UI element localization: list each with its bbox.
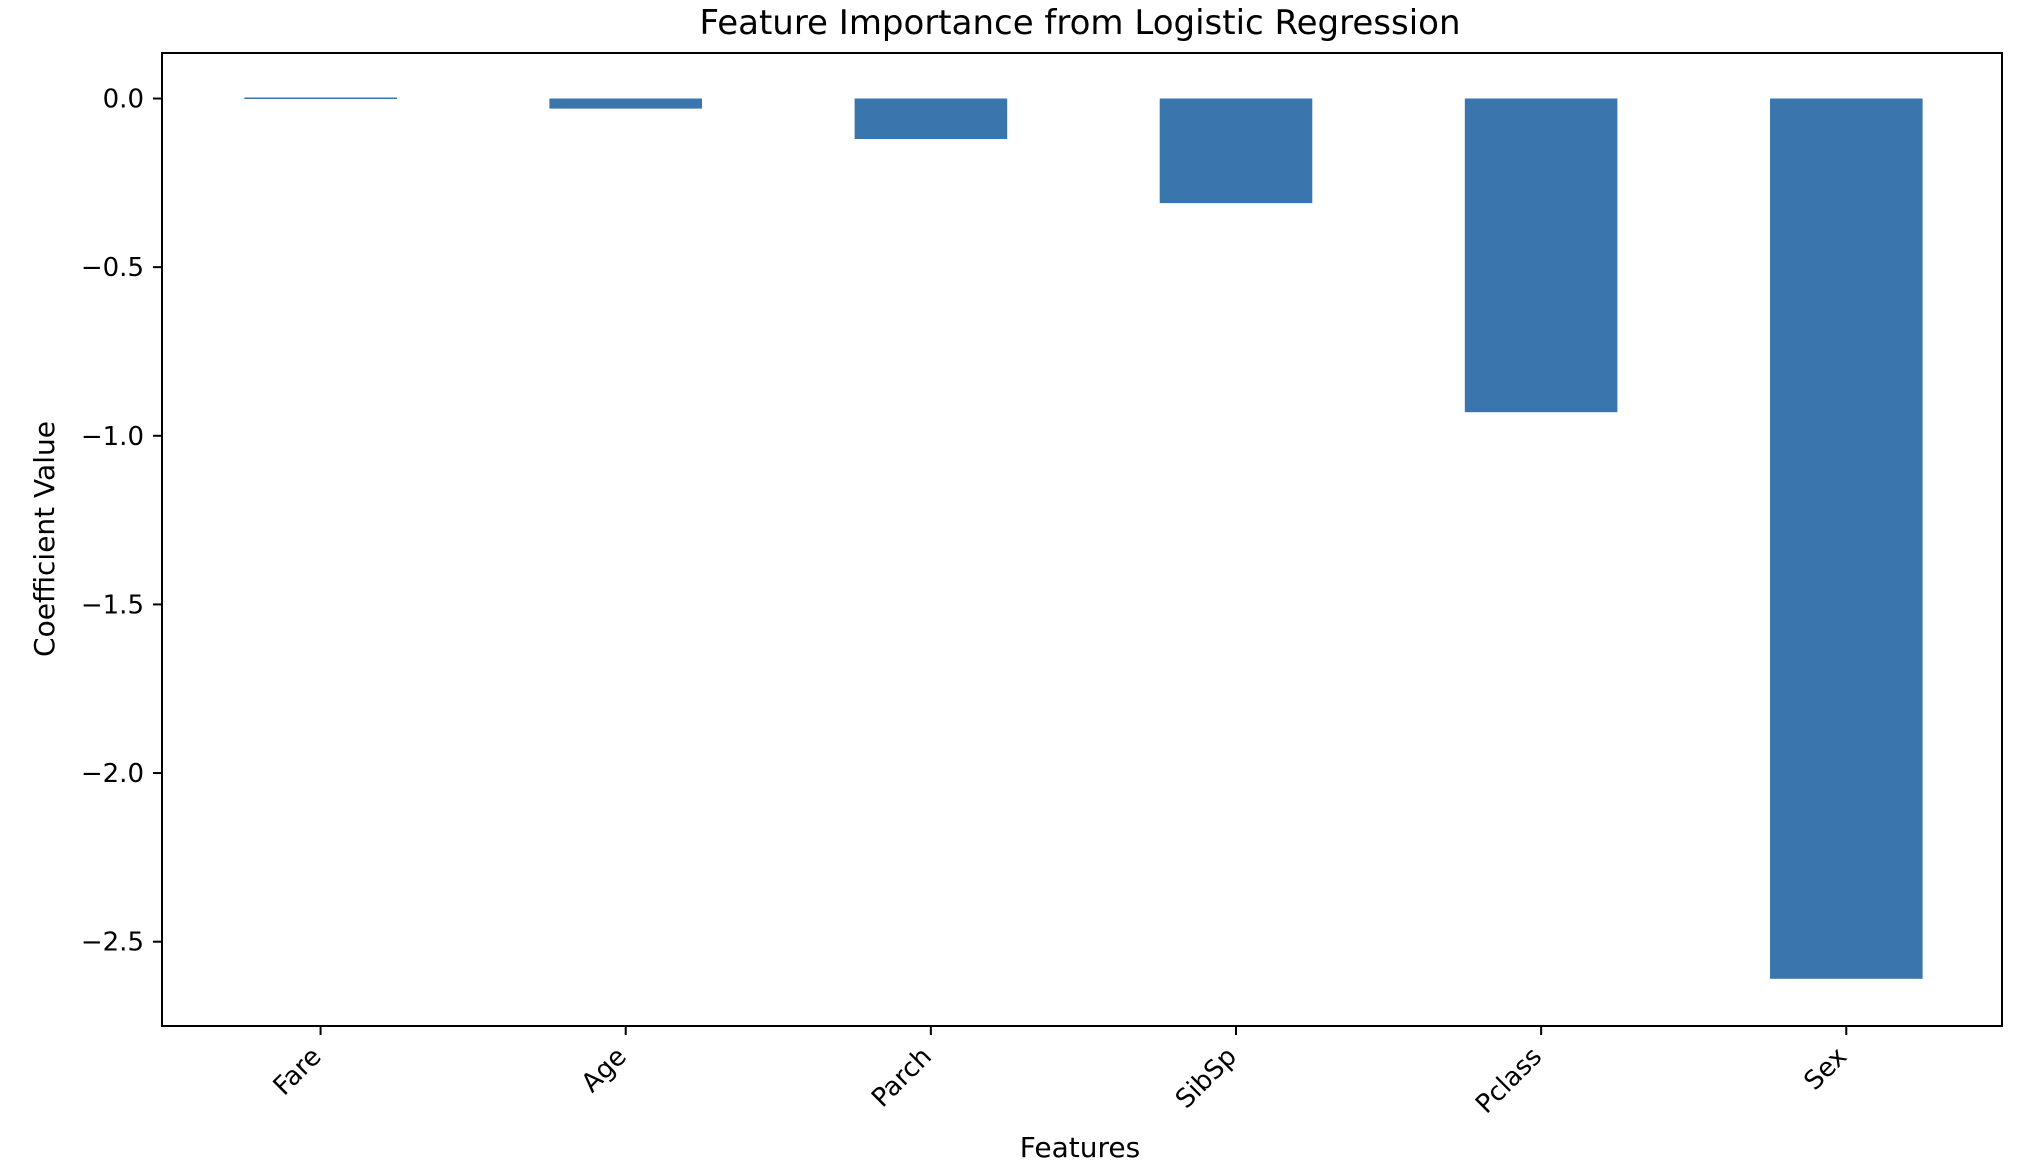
x-axis-label: Features: [1020, 1131, 1140, 1164]
bar-sex: [1770, 98, 1923, 979]
y-tick-label: −1.0: [81, 422, 144, 452]
bar-fare: [244, 97, 397, 99]
y-tick-label: −2.0: [81, 759, 144, 789]
y-tick-label: −2.5: [81, 928, 144, 958]
y-axis: 0.0 −0.5 −1.0 −1.5 −2.0 −2.5: [81, 85, 162, 958]
plot-frame: [161, 52, 2003, 1027]
y-tick-label: −1.5: [81, 590, 144, 620]
y-tick-label: 0.0: [103, 85, 144, 115]
bar-age: [549, 98, 702, 109]
bar-parch: [854, 98, 1008, 139]
bar-pclass: [1464, 98, 1618, 413]
bars-layer: [244, 97, 1923, 979]
y-tick-label: −0.5: [81, 253, 144, 283]
chart-title: Feature Importance from Logistic Regress…: [700, 3, 1461, 43]
bar-sibsp: [1159, 98, 1313, 204]
y-axis-label: Coefficient Value: [28, 421, 61, 657]
